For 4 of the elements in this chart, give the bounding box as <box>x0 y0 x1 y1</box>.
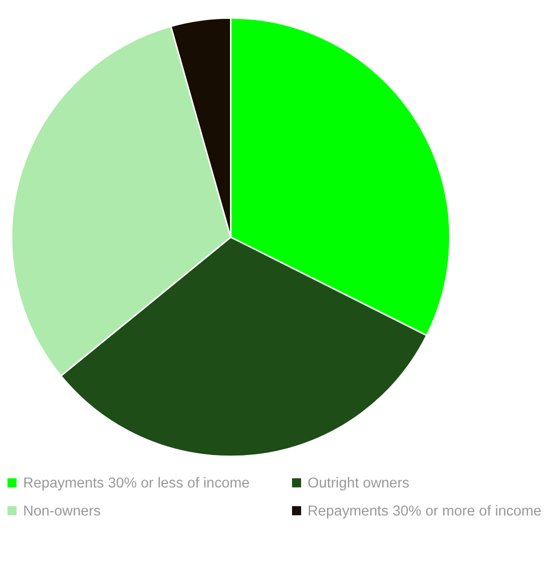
legend-label: Repayments 30% or more of income <box>308 504 542 520</box>
legend-label: Non-owners <box>23 504 101 520</box>
legend-label: Outright owners <box>308 476 410 492</box>
legend-label: Repayments 30% or less of income <box>23 476 250 492</box>
